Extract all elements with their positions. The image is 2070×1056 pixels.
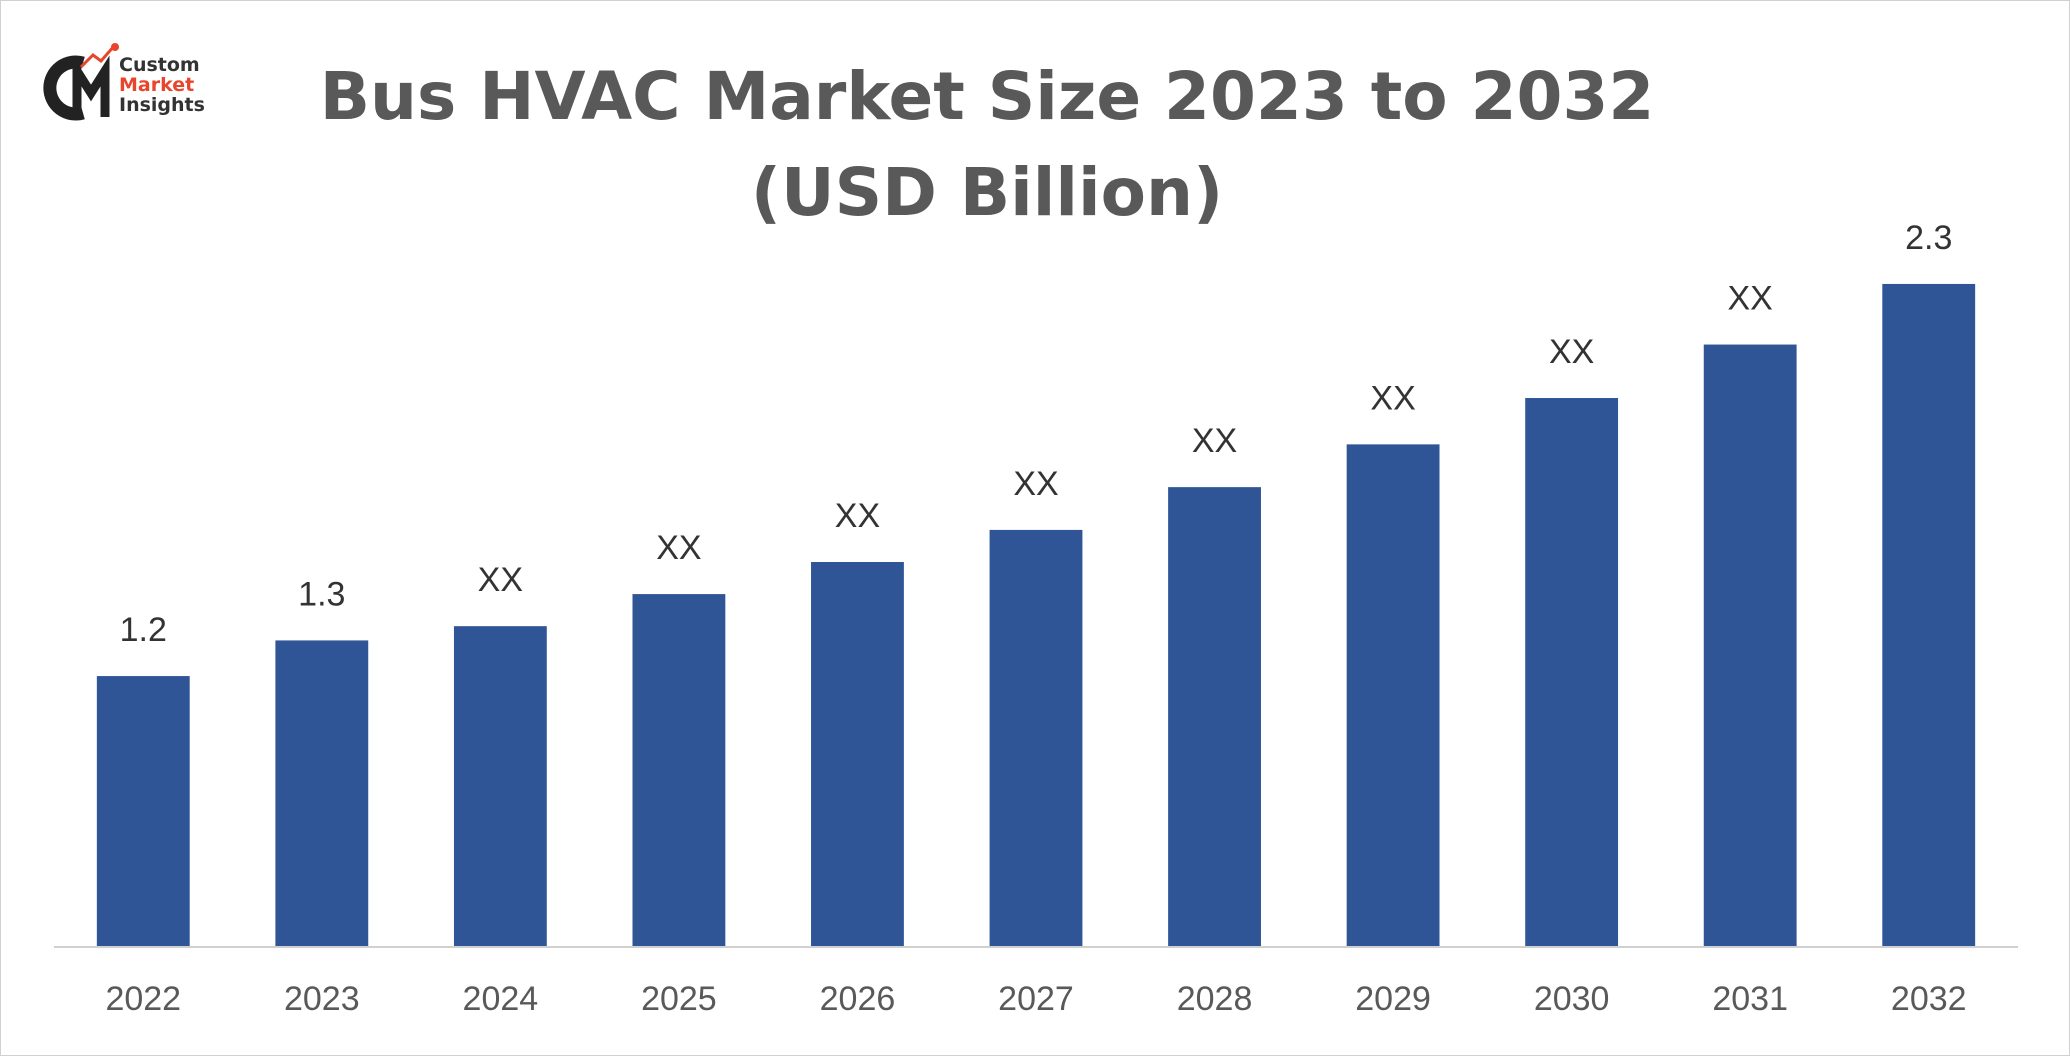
bar (1525, 398, 1619, 947)
data-label: XX (835, 497, 880, 535)
data-label: 1.2 (120, 611, 167, 649)
x-tick-label: 2023 (284, 980, 360, 1018)
bar (989, 529, 1083, 947)
logo-text: Insights (119, 94, 205, 116)
bar (96, 676, 190, 947)
x-tick-label: 2032 (1891, 980, 1967, 1018)
x-tick-label: 2022 (105, 980, 181, 1018)
bar (1882, 283, 1976, 947)
x-tick-label: 2024 (463, 980, 539, 1018)
bar (1703, 344, 1797, 948)
bar (1168, 487, 1261, 947)
bar (1346, 444, 1440, 947)
logo-icon (43, 43, 119, 121)
bar (811, 562, 904, 947)
x-tick-label: 2028 (1177, 980, 1253, 1018)
data-label: XX (656, 529, 701, 567)
x-tick-label: 2030 (1534, 980, 1610, 1018)
x-tick-label: 2027 (998, 980, 1074, 1018)
data-label: 2.3 (1905, 219, 1952, 257)
chart-title: Bus HVAC Market Size 2023 to 2032 (USD B… (319, 58, 1655, 231)
logo-text: Market (119, 74, 195, 96)
logo-m (72, 55, 110, 117)
logo-dot (111, 43, 119, 51)
data-label: XX (1013, 465, 1058, 503)
x-tick-label: 2026 (820, 980, 896, 1018)
bar (275, 640, 369, 947)
data-label: XX (478, 561, 523, 599)
logo: Custom Market Insights (31, 41, 231, 131)
bar (632, 594, 726, 947)
x-tick-label: 2031 (1712, 980, 1788, 1018)
x-tick-label: 2029 (1355, 980, 1431, 1018)
logo-text: Custom (119, 54, 200, 76)
x-tick-label: 2025 (641, 980, 717, 1018)
data-label: XX (1192, 422, 1237, 460)
data-label: XX (1549, 333, 1594, 371)
logo-c (43, 55, 85, 121)
data-label: XX (1728, 280, 1773, 318)
data-label: XX (1370, 379, 1415, 417)
data-label: 1.3 (298, 575, 345, 613)
logo-arrow (79, 44, 117, 69)
bar (453, 626, 547, 947)
